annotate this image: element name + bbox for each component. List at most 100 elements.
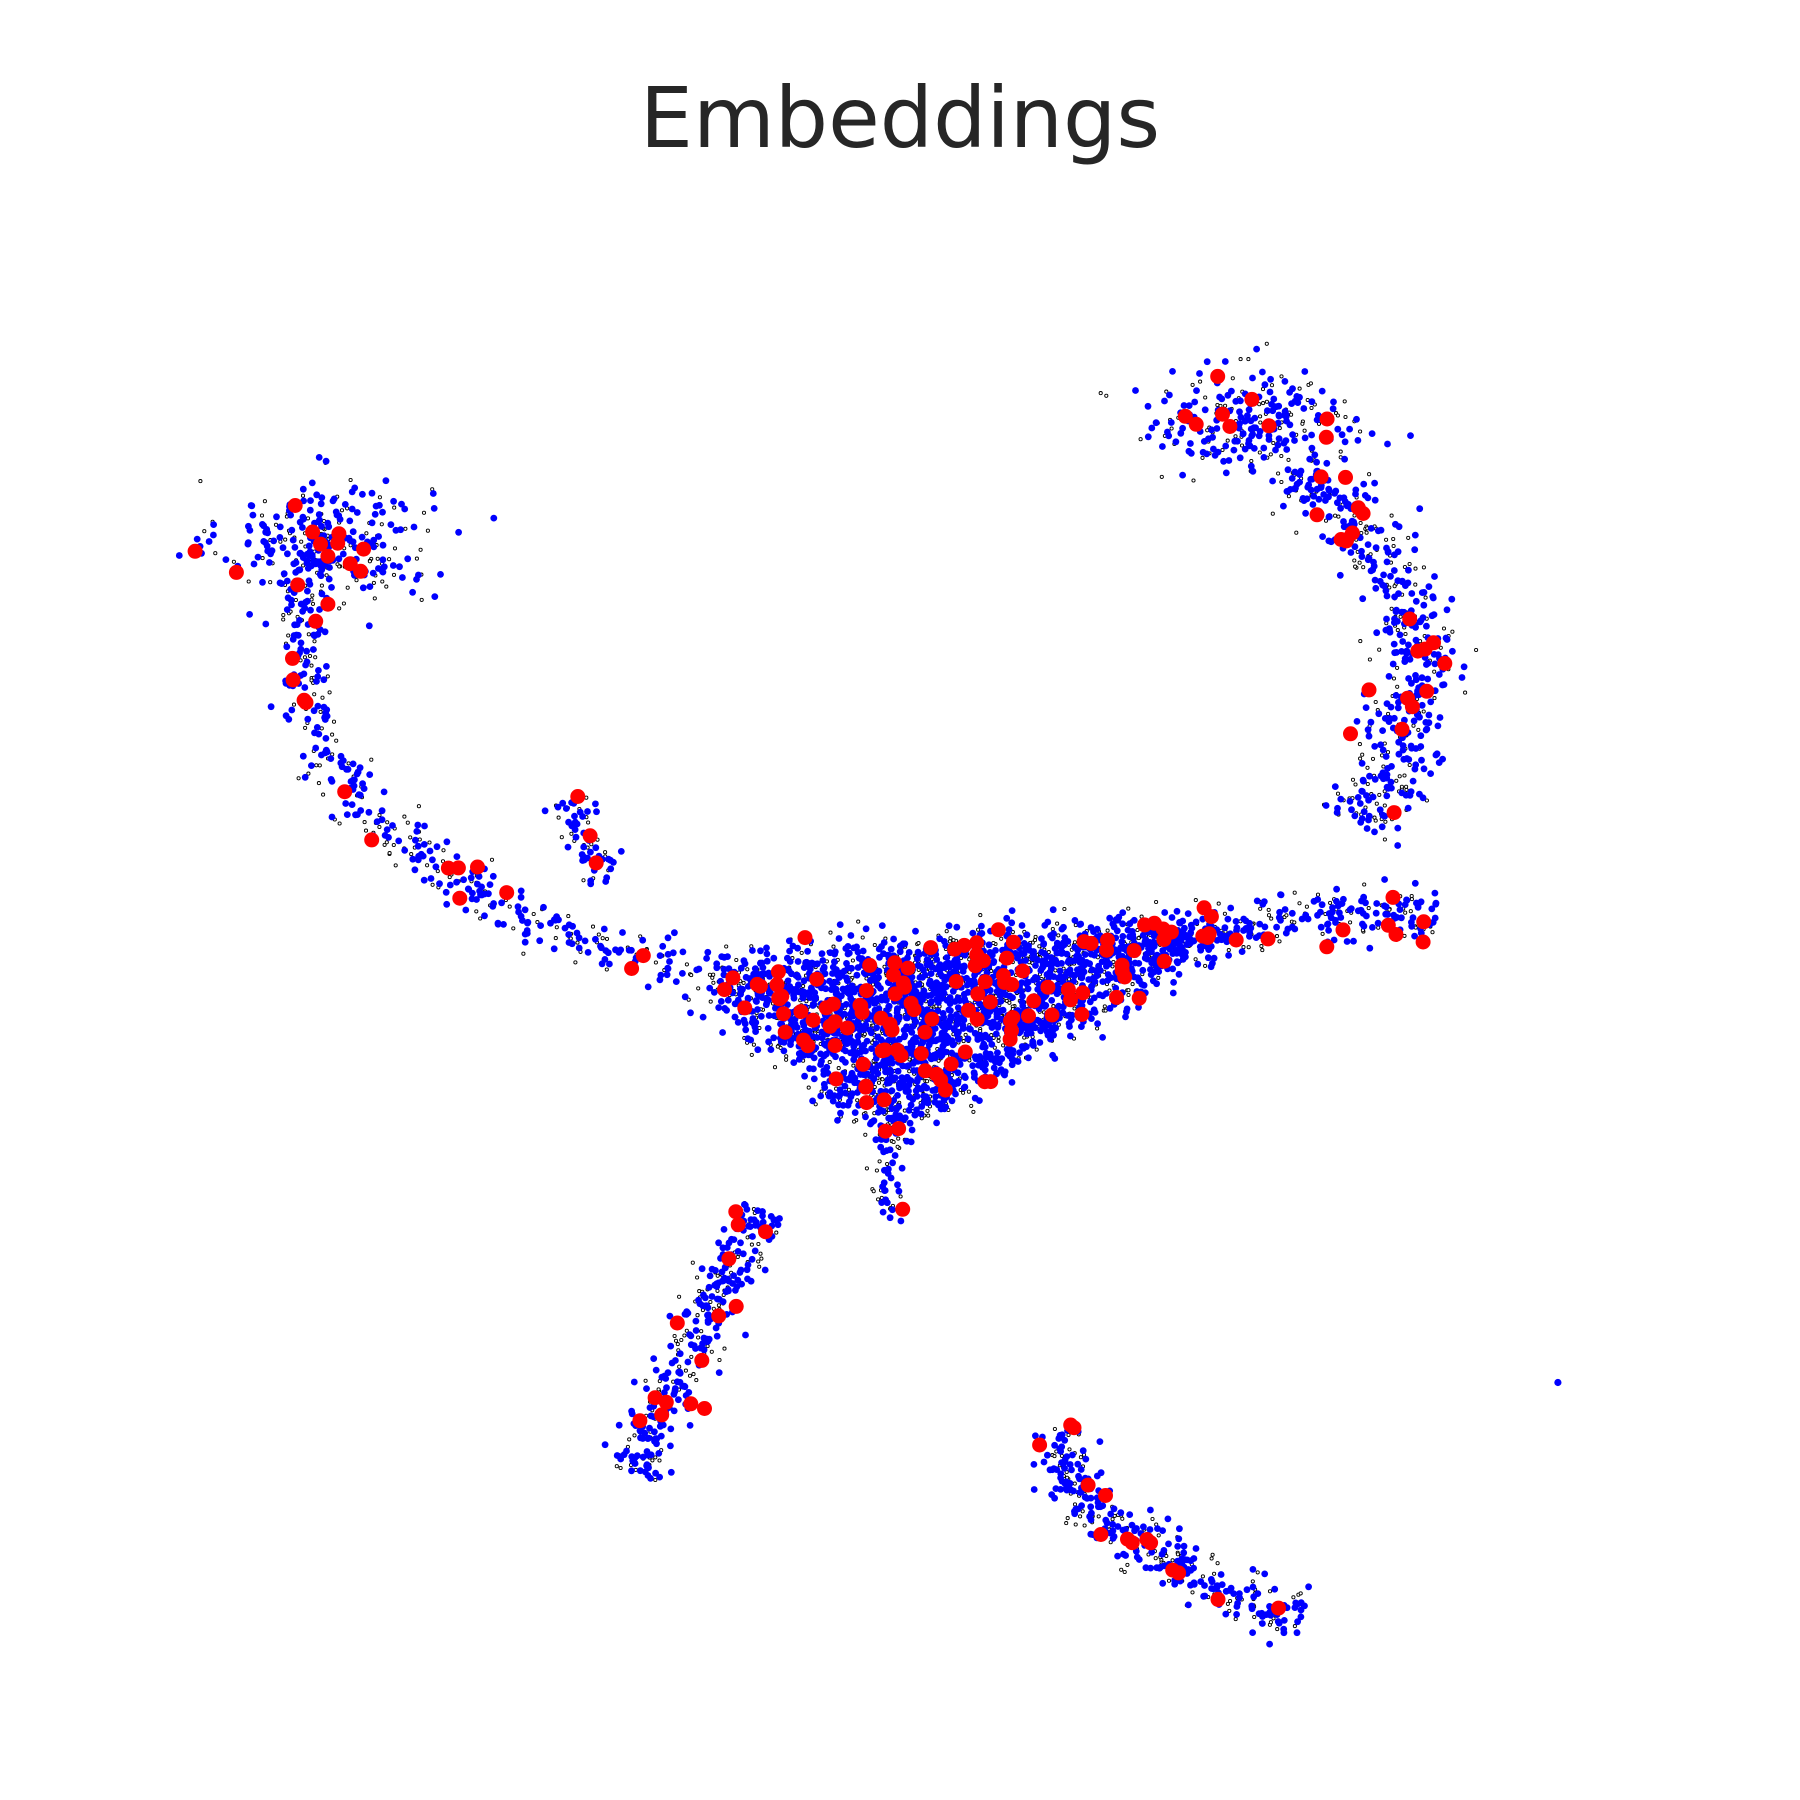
data-point xyxy=(906,1119,914,1127)
data-point xyxy=(965,1025,973,1033)
data-point xyxy=(818,1057,825,1065)
data-point-bg xyxy=(324,573,329,578)
data-point xyxy=(990,1064,998,1072)
data-point xyxy=(587,880,595,888)
data-point xyxy=(260,538,268,545)
data-point xyxy=(1313,458,1320,466)
data-point xyxy=(906,1093,913,1101)
data-point xyxy=(605,855,612,863)
data-point xyxy=(338,763,346,771)
data-point xyxy=(1429,594,1437,602)
data-point xyxy=(1289,431,1296,438)
data-point xyxy=(1300,497,1308,504)
data-point xyxy=(1236,454,1244,462)
data-point-bg xyxy=(1357,560,1362,565)
data-point xyxy=(850,944,858,952)
data-point xyxy=(911,983,918,990)
data-point xyxy=(847,932,855,939)
data-point-bg xyxy=(1233,434,1238,439)
data-point-bg xyxy=(1215,1561,1220,1566)
data-point xyxy=(905,1106,913,1114)
data-point xyxy=(672,978,680,985)
data-point-bg xyxy=(1406,535,1411,540)
data-point xyxy=(318,590,326,598)
data-point xyxy=(380,788,388,796)
data-point xyxy=(398,500,405,508)
data-point-bg xyxy=(330,732,335,737)
data-point xyxy=(878,922,886,929)
data-point xyxy=(893,1009,901,1016)
data-point xyxy=(1298,915,1306,923)
data-point-bg xyxy=(1402,773,1407,778)
data-point xyxy=(806,1065,813,1072)
data-point-bg xyxy=(259,513,265,518)
data-point xyxy=(657,971,665,979)
data-point xyxy=(1304,915,1312,923)
data-point xyxy=(1141,940,1149,948)
data-point xyxy=(854,948,862,956)
data-point xyxy=(246,527,254,534)
data-point-bg xyxy=(1407,762,1412,768)
data-point xyxy=(889,1159,896,1167)
data-point-bg xyxy=(1033,934,1038,939)
data-point-bg xyxy=(362,820,367,825)
data-point-bg xyxy=(1407,561,1412,567)
data-point xyxy=(953,923,961,931)
data-point xyxy=(414,842,422,850)
data-point xyxy=(1350,937,1357,945)
data-point xyxy=(517,893,525,901)
data-point-bg xyxy=(314,763,319,768)
data-point xyxy=(537,922,544,929)
data-point xyxy=(1390,640,1398,648)
data-point-bg xyxy=(916,941,921,946)
data-point xyxy=(666,958,673,965)
data-point xyxy=(1420,765,1428,773)
data-point xyxy=(780,1047,788,1055)
data-point xyxy=(853,971,861,979)
data-point xyxy=(724,996,732,1004)
data-point-bg xyxy=(1136,936,1141,941)
data-point xyxy=(1391,615,1398,623)
data-point-bg xyxy=(1286,457,1291,462)
data-point-bg xyxy=(846,1087,851,1092)
data-point xyxy=(1224,915,1232,923)
data-point xyxy=(313,491,321,499)
data-point xyxy=(348,801,356,808)
data-point-bg xyxy=(1078,1455,1083,1460)
data-point-bg xyxy=(408,835,413,840)
data-point xyxy=(834,1117,841,1124)
data-point xyxy=(1086,998,1094,1006)
data-point-bg xyxy=(1432,669,1437,674)
data-point-bg xyxy=(303,725,308,730)
data-point xyxy=(1424,675,1432,683)
data-point-bg xyxy=(310,593,315,598)
data-point xyxy=(664,950,672,958)
data-point xyxy=(597,942,604,950)
data-point-bg xyxy=(1203,395,1208,400)
data-point-bg xyxy=(689,973,694,978)
data-point xyxy=(1366,944,1374,952)
data-point xyxy=(664,934,672,942)
data-point xyxy=(826,1089,834,1097)
data-point xyxy=(1130,916,1138,924)
data-point-bg xyxy=(1175,1552,1180,1557)
data-point-bg xyxy=(882,964,887,969)
data-point-bg xyxy=(1233,1617,1238,1622)
data-point xyxy=(517,887,525,895)
data-point xyxy=(854,964,862,971)
data-point xyxy=(602,878,610,885)
data-point-bg xyxy=(673,1338,679,1343)
data-point xyxy=(939,1010,947,1017)
data-point-bg xyxy=(345,585,350,590)
data-point xyxy=(322,735,330,742)
data-point xyxy=(308,479,316,487)
data-point-bg xyxy=(1298,1591,1303,1596)
data-point xyxy=(790,988,798,996)
data-point-bg xyxy=(1292,920,1297,925)
data-point-bg xyxy=(1222,911,1227,916)
data-point xyxy=(1225,952,1232,959)
data-point xyxy=(617,848,625,855)
data-point-bg xyxy=(1421,709,1426,714)
data-point-bg xyxy=(951,938,956,943)
data-point xyxy=(809,1001,817,1009)
